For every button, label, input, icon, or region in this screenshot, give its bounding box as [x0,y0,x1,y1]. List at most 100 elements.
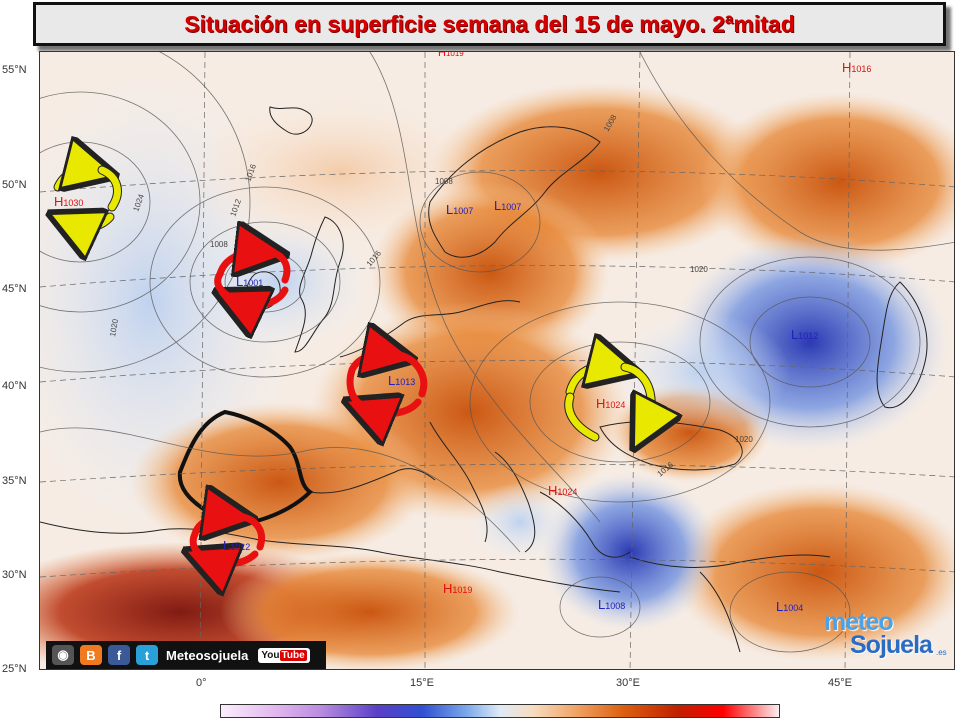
isobar-ring [559,576,641,638]
pressure-type: L [446,202,453,217]
pressure-type: L [236,274,243,289]
isobars [40,52,954,653]
isobar-ring [40,52,251,373]
pressure-center-l1012-caspian: L1012 [791,327,818,342]
italy-west-coast [429,421,488,543]
parallel-40n [40,360,954,383]
italy-east-coast [494,451,536,553]
pressure-type: L [494,198,501,213]
instagram-icon[interactable]: ◉ [52,645,74,665]
isobar-ring [729,571,851,653]
pressure-value: 1024 [605,400,625,410]
iceland-coast [269,106,313,135]
twitter-icon[interactable]: t [136,645,158,665]
pressure-value: 1030 [63,198,83,208]
weather-map: 1024 1020 1016 1012 1008 1016 1020 1016 … [39,51,955,670]
pressure-value: 1007 [501,202,521,212]
youtube-button[interactable]: You Tube [258,647,310,663]
lon-label: 45°E [828,677,852,689]
pressure-center-h1019-north: H1019 [438,52,464,59]
pressure-value: 1004 [783,603,803,613]
isobar-labels: 1024 1020 1016 1012 1008 1016 1020 1016 … [108,113,753,479]
pressure-value: 1001 [243,278,263,288]
isobar-ring [469,301,771,503]
parallel-35n [40,463,954,483]
lat-label: 50°N [2,179,27,191]
lon-label: 0° [196,677,207,689]
pressure-type: H [842,60,851,75]
lat-label: 55°N [2,64,27,76]
anticyclone-arrows-atlantic [58,169,117,227]
pressure-center-l1008: L1008 [598,597,625,612]
logo-text-top: meteo [824,608,894,636]
isobar-label: 1020 [690,265,708,274]
pressure-center-l1004: L1004 [776,599,803,614]
isobar-ring [149,186,381,378]
pressure-type: L [791,327,798,342]
isobar-line [639,52,954,251]
pressure-center-h1024-balkans: H1024 [548,483,577,498]
pressure-value: 1024 [557,487,577,497]
north-africa-coast [40,521,621,593]
middle-east-warm-anomaly [670,482,954,662]
meteosojuela-logo: meteo Sojuela .es [824,608,954,664]
pressure-value: 1013 [395,377,415,387]
pressure-type: H [438,52,446,59]
pressure-center-h1019: H1019 [443,581,472,596]
lat-label: 35°N [2,475,27,487]
temperature-anomaly-colorbar [220,704,780,718]
pressure-type: H [443,581,452,596]
parallel-50n [40,170,954,193]
pressure-center-h1016: H1016 [842,60,871,75]
russia-warm-anomaly [700,92,954,272]
lon-label: 15°E [410,677,434,689]
lat-label: 40°N [2,380,27,392]
pressure-center-l1007b: L1007 [494,198,521,213]
isobar-label: 1020 [108,318,120,338]
lat-label: 25°N [2,663,27,675]
balkan-coast [539,491,631,558]
pressure-type: H [548,483,557,498]
facebook-icon[interactable]: f [108,645,130,665]
graticule [40,52,954,669]
youtube-you: You [261,649,280,661]
isobar-ring [40,91,201,313]
pressure-type: H [54,194,63,209]
pressure-value: 1019 [446,52,464,58]
levant-coast [699,571,741,653]
great-britain-coast [294,216,344,353]
youtube-tube: Tube [279,649,307,661]
lat-label: 30°N [2,569,27,581]
cyclone-arrows-france [350,354,428,414]
isobar-line [369,52,601,523]
pressure-value: 1019 [452,585,472,595]
map-title: Situación en superficie semana del 15 de… [184,10,795,37]
caspian-sea-coast [876,281,928,409]
pressure-type: L [223,538,230,553]
pressure-value: 1008 [605,601,625,611]
scandinavia-coast [428,126,601,258]
parallel-45n [40,265,954,288]
isobar-label: 1008 [435,177,453,186]
pressure-value: 1012 [230,542,250,552]
pressure-type: L [776,599,783,614]
cyclone-arrows-iberia [193,516,266,564]
cyclone-arrows-ireland [218,252,287,306]
lon-label: 30°E [616,677,640,689]
blogger-icon[interactable]: B [80,645,102,665]
parallel-30n [40,558,954,578]
map-canvas: 1024 1020 1016 1012 1008 1016 1020 1016 … [40,52,954,669]
pressure-center-h1030: H1030 [54,194,83,209]
pressure-centers: H1030 L1001 L1007 L1007 L1013 H1024 L101… [54,52,871,614]
social-account-name: Meteosojuela [166,647,249,663]
isobar-line [40,427,521,553]
sahara-warm-anomaly [220,552,520,669]
pressure-center-l1012-iberia: L1012 [223,538,250,553]
pressure-center-l1013: L1013 [388,373,415,388]
social-links-bar: ◉ B f t Meteosojuela You Tube [46,641,326,669]
logo-text-bottom: Sojuela [850,631,933,659]
meridian-45e [844,52,851,669]
pressure-type: H [596,396,605,411]
pressure-value: 1016 [851,64,871,74]
meridian-30e [629,52,641,669]
